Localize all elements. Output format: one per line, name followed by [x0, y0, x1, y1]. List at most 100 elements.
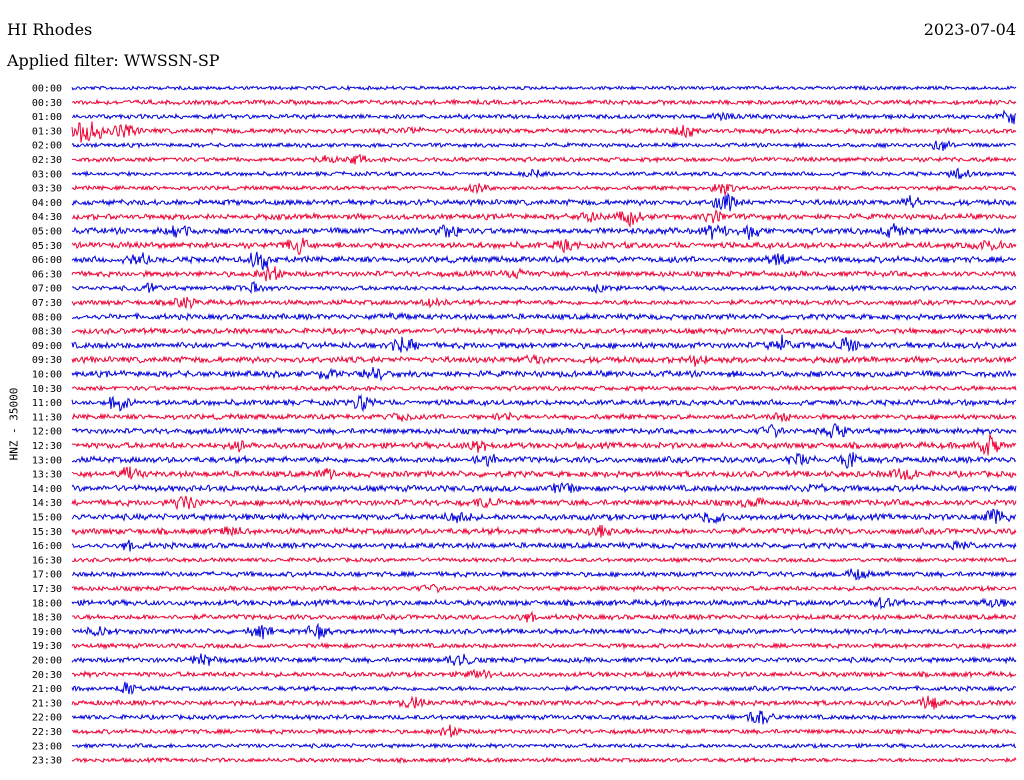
seismogram-trace [71, 681, 1017, 696]
row-time-label: 08:30 [32, 327, 62, 338]
seismogram-trace [71, 393, 1017, 413]
seismogram-trace [71, 481, 1017, 494]
row-time-label: 12:30 [32, 441, 62, 452]
row-time-label: 11:00 [32, 398, 62, 409]
row-time-label: 15:00 [32, 513, 62, 524]
seismogram-trace [71, 208, 1017, 229]
row-time-label: 02:00 [32, 141, 62, 152]
row-time-label: 04:00 [32, 198, 62, 209]
seismogram-trace [71, 384, 1017, 393]
seismogram-trace [71, 182, 1017, 196]
seismogram-trace [71, 524, 1017, 538]
row-time-label: 17:30 [32, 584, 62, 595]
row-time-label: 08:00 [32, 312, 62, 323]
seismogram-trace [71, 610, 1017, 623]
row-time-label: 23:00 [32, 741, 62, 752]
seismogram-trace [71, 84, 1017, 92]
seismogram-trace [71, 622, 1017, 640]
seismogram-trace [71, 411, 1017, 422]
seismogram-trace [71, 583, 1017, 594]
seismogram-trace [71, 353, 1017, 367]
seismogram-trace [71, 311, 1017, 322]
seismogram-trace [71, 280, 1017, 295]
seismogram-trace [71, 367, 1017, 382]
row-time-label: 19:30 [32, 641, 62, 652]
row-time-label: 05:00 [32, 227, 62, 238]
seismogram-trace [71, 237, 1017, 256]
row-time-label: 14:00 [32, 484, 62, 495]
seismogram-trace [71, 568, 1017, 581]
row-time-label: 18:00 [32, 598, 62, 609]
seismogram-trace [71, 668, 1017, 680]
seismogram-trace [71, 539, 1017, 552]
seismogram-trace [71, 495, 1017, 511]
seismogram-trace [71, 724, 1017, 738]
row-time-label: 09:00 [32, 341, 62, 352]
seismogram-trace [71, 756, 1017, 765]
seismogram-trace [71, 653, 1017, 666]
row-time-label: 15:30 [32, 527, 62, 538]
row-time-label: 03:00 [32, 169, 62, 180]
seismogram-trace [71, 422, 1017, 439]
row-time-label: 00:30 [32, 98, 62, 109]
row-time-label: 22:00 [32, 713, 62, 724]
row-time-label: 16:30 [32, 555, 62, 566]
seismogram-trace [71, 433, 1017, 456]
row-time-label: 00:00 [32, 84, 62, 95]
seismogram-trace [71, 555, 1017, 564]
row-time-label: 01:00 [32, 112, 62, 123]
row-time-label: 07:00 [32, 284, 62, 295]
seismogram-trace [71, 223, 1017, 240]
seismogram-trace [71, 97, 1017, 107]
row-time-label: 16:00 [32, 541, 62, 552]
seismogram-trace [71, 508, 1017, 525]
row-time-label: 05:30 [32, 241, 62, 252]
row-time-label: 21:00 [32, 684, 62, 695]
seismogram-trace [71, 296, 1017, 310]
row-time-label: 22:30 [32, 727, 62, 738]
seismogram-trace [71, 265, 1017, 282]
row-time-label: 09:30 [32, 355, 62, 366]
row-time-label: 02:30 [32, 155, 62, 166]
row-time-label: 18:30 [32, 613, 62, 624]
row-time-label: 01:30 [32, 126, 62, 137]
row-time-label: 06:30 [32, 269, 62, 280]
row-time-label: 03:30 [32, 184, 62, 195]
row-time-label: 04:30 [32, 212, 62, 223]
row-time-label: 10:30 [32, 384, 62, 395]
seismogram-trace [71, 167, 1017, 180]
seismogram-trace [71, 153, 1017, 165]
row-time-label: 23:30 [32, 756, 62, 767]
seismogram-trace [71, 109, 1017, 125]
row-time-label: 17:00 [32, 570, 62, 581]
seismogram-trace [71, 139, 1017, 151]
seismogram-trace [71, 742, 1017, 750]
row-time-label: 19:00 [32, 627, 62, 638]
seismogram-trace [71, 466, 1017, 481]
row-time-label: 07:30 [32, 298, 62, 309]
seismogram-trace [71, 326, 1017, 336]
row-time-label: 20:30 [32, 670, 62, 681]
row-time-label: 10:00 [32, 370, 62, 381]
seismogram-trace [71, 695, 1017, 710]
seismogram-trace [71, 641, 1017, 650]
row-time-label: 20:00 [32, 656, 62, 667]
seismogram-trace [71, 597, 1017, 611]
row-time-label: 21:30 [32, 698, 62, 709]
filter-label: Applied filter: WWSSN-SP [7, 51, 220, 70]
date-label: 2023-07-04 [923, 20, 1016, 39]
seismogram-trace [71, 710, 1017, 725]
row-time-label: 13:00 [32, 455, 62, 466]
station-title: HI Rhodes [7, 20, 93, 39]
row-time-label: 11:30 [32, 412, 62, 423]
seismogram-trace [71, 334, 1017, 353]
seismogram-trace [71, 121, 1017, 143]
row-time-label: 12:00 [32, 427, 62, 438]
seismogram-trace [71, 251, 1017, 271]
row-time-label: 13:30 [32, 470, 62, 481]
row-time-label: 14:30 [32, 498, 62, 509]
row-time-label: 06:00 [32, 255, 62, 266]
seismogram-trace [71, 452, 1017, 470]
seismogram-trace [71, 192, 1017, 212]
